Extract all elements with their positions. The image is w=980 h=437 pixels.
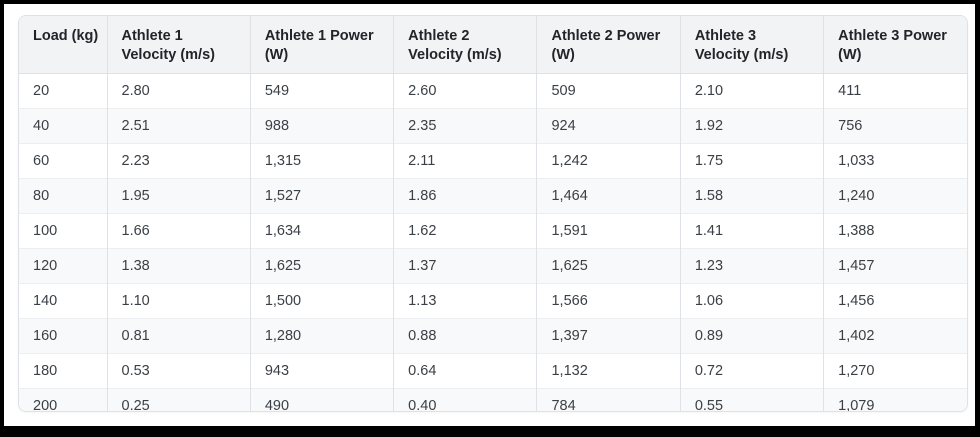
cell-a1-power: 1,634 bbox=[249, 213, 394, 249]
cell-a2-power: 924 bbox=[536, 108, 681, 144]
cell-a1-velocity: 2.23 bbox=[106, 143, 251, 179]
table-header: Load (kg) Athlete 1 Velocity (m/s) Athle… bbox=[19, 16, 967, 74]
cell-load: 120 bbox=[19, 248, 107, 284]
cell-load: 200 bbox=[19, 388, 107, 411]
cell-load: 80 bbox=[19, 178, 107, 214]
cell-a2-velocity: 1.86 bbox=[393, 178, 537, 214]
cell-a2-power: 509 bbox=[536, 73, 681, 109]
athlete-data-table-card: Load (kg) Athlete 1 Velocity (m/s) Athle… bbox=[18, 15, 968, 412]
cell-a1-velocity: 1.66 bbox=[106, 213, 251, 249]
cell-a3-velocity: 1.23 bbox=[679, 248, 824, 284]
cell-a2-velocity: 2.11 bbox=[393, 143, 537, 179]
cell-a1-power: 1,280 bbox=[249, 318, 394, 354]
cell-a3-power: 1,079 bbox=[823, 388, 967, 411]
table-row-load-40: 40 2.51 988 2.35 924 1.92 756 bbox=[19, 108, 967, 144]
cell-a3-power: 1,457 bbox=[823, 248, 967, 284]
cell-load: 60 bbox=[19, 143, 107, 179]
cell-a3-power: 1,402 bbox=[823, 318, 967, 354]
cell-a2-velocity: 1.13 bbox=[393, 283, 537, 319]
cell-a1-velocity: 2.51 bbox=[106, 108, 251, 144]
cell-a3-power: 1,388 bbox=[823, 213, 967, 249]
cell-a2-velocity: 1.62 bbox=[393, 213, 537, 249]
cell-a3-velocity: 0.89 bbox=[679, 318, 824, 354]
table-row-load-20: 20 2.80 549 2.60 509 2.10 411 bbox=[19, 73, 967, 109]
header-row: Load (kg) Athlete 1 Velocity (m/s) Athle… bbox=[19, 16, 967, 74]
cell-a2-power: 1,132 bbox=[536, 353, 681, 389]
cell-load: 100 bbox=[19, 213, 107, 249]
cell-a1-power: 1,315 bbox=[249, 143, 394, 179]
cell-a1-power: 988 bbox=[249, 108, 394, 144]
cell-a1-power: 549 bbox=[249, 73, 394, 109]
cell-a3-power: 411 bbox=[823, 73, 967, 109]
cell-a2-power: 1,566 bbox=[536, 283, 681, 319]
table-row-load-180: 180 0.53 943 0.64 1,132 0.72 1,270 bbox=[19, 353, 967, 389]
cell-a1-power: 490 bbox=[249, 388, 394, 411]
cell-a1-velocity: 0.25 bbox=[106, 388, 251, 411]
cell-a1-power: 943 bbox=[249, 353, 394, 389]
cell-a3-velocity: 1.75 bbox=[679, 143, 824, 179]
cell-a3-power: 1,270 bbox=[823, 353, 967, 389]
cell-a3-power: 1,456 bbox=[823, 283, 967, 319]
cell-load: 20 bbox=[33, 83, 50, 99]
cell-a1-velocity: 0.81 bbox=[106, 318, 251, 354]
cell-a1-power: 1,500 bbox=[249, 283, 394, 319]
column-header-athlete3-velocity: Athlete 3 Velocity (m/s) bbox=[679, 16, 824, 74]
athlete-load-velocity-power-table: Load (kg) Athlete 1 Velocity (m/s) Athle… bbox=[19, 16, 967, 411]
cell-a2-power: 1,464 bbox=[536, 178, 681, 214]
column-header-athlete2-power: Athlete 2 Power (W) bbox=[536, 16, 681, 74]
cell-a3-power: 1,033 bbox=[823, 143, 967, 179]
cell-a3-velocity: 1.58 bbox=[679, 178, 824, 214]
cell-a2-velocity: 1.37 bbox=[393, 248, 537, 284]
cell-a1-velocity: 0.53 bbox=[106, 353, 251, 389]
cell-a2-velocity: 2.60 bbox=[393, 73, 537, 109]
cell-a3-power: 756 bbox=[823, 108, 967, 144]
table-row-load-100: 100 1.66 1,634 1.62 1,591 1.41 1,388 bbox=[19, 213, 967, 249]
cell-a1-power: 1,625 bbox=[249, 248, 394, 284]
cell-a2-velocity: 0.40 bbox=[393, 388, 537, 411]
cell-load: 180 bbox=[19, 353, 107, 389]
cell-a2-velocity: 2.35 bbox=[393, 108, 537, 144]
table-row-load-200: 200 0.25 490 0.40 784 0.55 1,079 bbox=[19, 388, 967, 411]
cell-a3-velocity: 2.10 bbox=[679, 73, 824, 109]
cell-a3-velocity: 1.06 bbox=[679, 283, 824, 319]
cell-a2-power: 1,625 bbox=[536, 248, 681, 284]
cell-a3-velocity: 0.55 bbox=[679, 388, 824, 411]
cell-a1-velocity: 1.95 bbox=[106, 178, 251, 214]
column-header-athlete1-velocity: Athlete 1 Velocity (m/s) bbox=[106, 16, 251, 74]
page-background: Load (kg) Athlete 1 Velocity (m/s) Athle… bbox=[4, 4, 975, 426]
cell-a1-velocity: 1.38 bbox=[106, 248, 251, 284]
column-header-load: Load (kg) bbox=[19, 16, 107, 74]
cell-a3-velocity: 1.92 bbox=[679, 108, 824, 144]
table-row-load-160: 160 0.81 1,280 0.88 1,397 0.89 1,402 bbox=[19, 318, 967, 354]
cell-a3-velocity: 0.72 bbox=[679, 353, 824, 389]
cell-a3-velocity: 1.41 bbox=[679, 213, 824, 249]
cell-a1-velocity: 1.10 bbox=[106, 283, 251, 319]
cell-a2-power: 1,397 bbox=[536, 318, 681, 354]
cell-a2-power: 1,242 bbox=[536, 143, 681, 179]
column-header-athlete1-power: Athlete 1 Power (W) bbox=[249, 16, 394, 74]
cell-a1-velocity: 2.80 bbox=[106, 73, 251, 109]
cell-a3-power: 1,240 bbox=[823, 178, 967, 214]
column-header-athlete2-velocity: Athlete 2 Velocity (m/s) bbox=[393, 16, 537, 74]
table-row-load-60: 60 2.23 1,315 2.11 1,242 1.75 1,033 bbox=[19, 143, 967, 179]
cell-a2-power: 784 bbox=[536, 388, 681, 411]
cell-a1-power: 1,527 bbox=[249, 178, 394, 214]
cell-a2-power: 1,591 bbox=[536, 213, 681, 249]
cell-load: 160 bbox=[19, 318, 107, 354]
table-row-load-80: 80 1.95 1,527 1.86 1,464 1.58 1,240 bbox=[19, 178, 967, 214]
table-row-load-140: 140 1.10 1,500 1.13 1,566 1.06 1,456 bbox=[19, 283, 967, 319]
cell-load: 40 bbox=[19, 108, 107, 144]
cell-a2-velocity: 0.64 bbox=[393, 353, 537, 389]
table-body: 20 2.80 549 2.60 509 2.10 411 40 2.51 98… bbox=[19, 73, 967, 411]
cell-load: 140 bbox=[19, 283, 107, 319]
column-header-athlete3-power: Athlete 3 Power (W) bbox=[823, 16, 967, 74]
cell-a2-velocity: 0.88 bbox=[393, 318, 537, 354]
table-row-load-120: 120 1.38 1,625 1.37 1,625 1.23 1,457 bbox=[19, 248, 967, 284]
